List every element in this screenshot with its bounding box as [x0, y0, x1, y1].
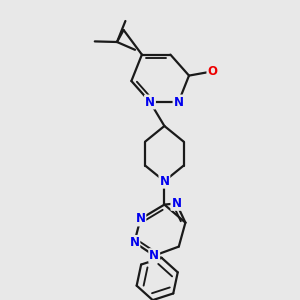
Text: N: N — [135, 212, 146, 226]
Text: N: N — [171, 197, 182, 210]
Text: O: O — [207, 65, 218, 78]
Text: N: N — [173, 95, 184, 109]
Text: N: N — [159, 175, 170, 188]
Text: N: N — [149, 249, 159, 262]
Text: N: N — [129, 236, 140, 249]
Text: N: N — [145, 95, 155, 109]
